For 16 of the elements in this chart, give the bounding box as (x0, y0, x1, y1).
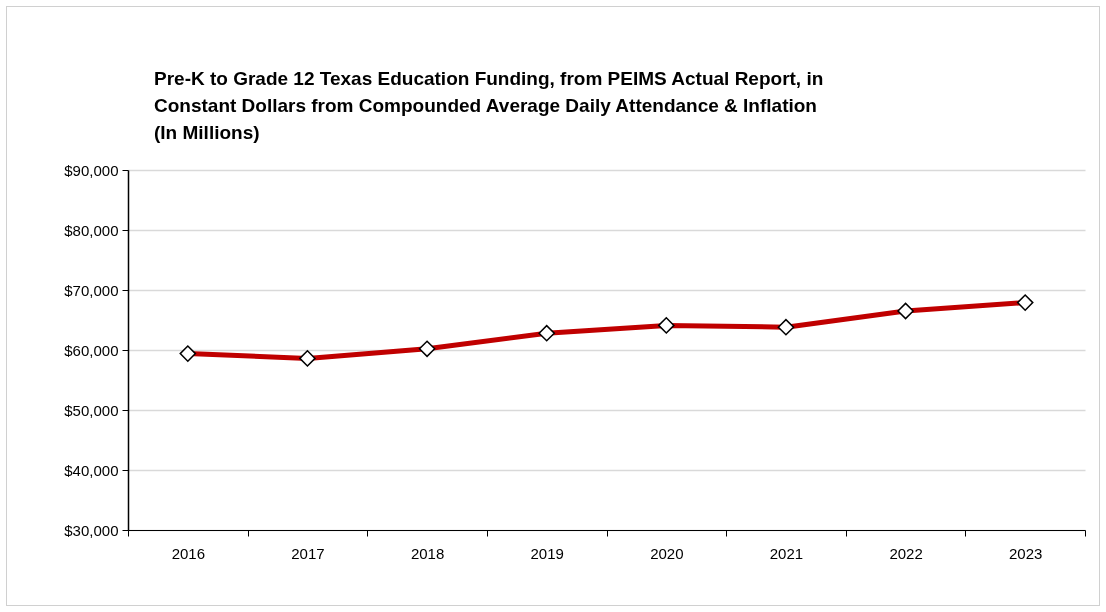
y-tick-label: $90,000 (64, 161, 119, 179)
x-tick-label: 2020 (650, 544, 684, 562)
y-tick-label: $50,000 (64, 401, 119, 419)
x-tick-label: 2016 (171, 544, 205, 562)
y-tick-label: $70,000 (64, 281, 119, 299)
y-tick-label: $40,000 (64, 461, 119, 479)
y-tick-label: $80,000 (64, 221, 119, 239)
y-tick-label: $60,000 (64, 341, 119, 359)
x-tick-label: 2019 (530, 544, 564, 562)
chart-title: Pre-K to Grade 12 Texas Education Funding, from PEIMS Actual Report, in Constant Dollars from Compounded Average Daily Attendance & Inflation (In Millions) (154, 68, 824, 143)
x-tick-label: 2022 (889, 544, 923, 562)
x-tick-label: 2023 (1009, 544, 1043, 562)
x-tick-label: 2018 (410, 544, 445, 562)
y-tick-label: $30,000 (64, 521, 119, 539)
x-tick-label: 2021 (769, 544, 804, 562)
x-tick-label: 2017 (291, 544, 325, 562)
